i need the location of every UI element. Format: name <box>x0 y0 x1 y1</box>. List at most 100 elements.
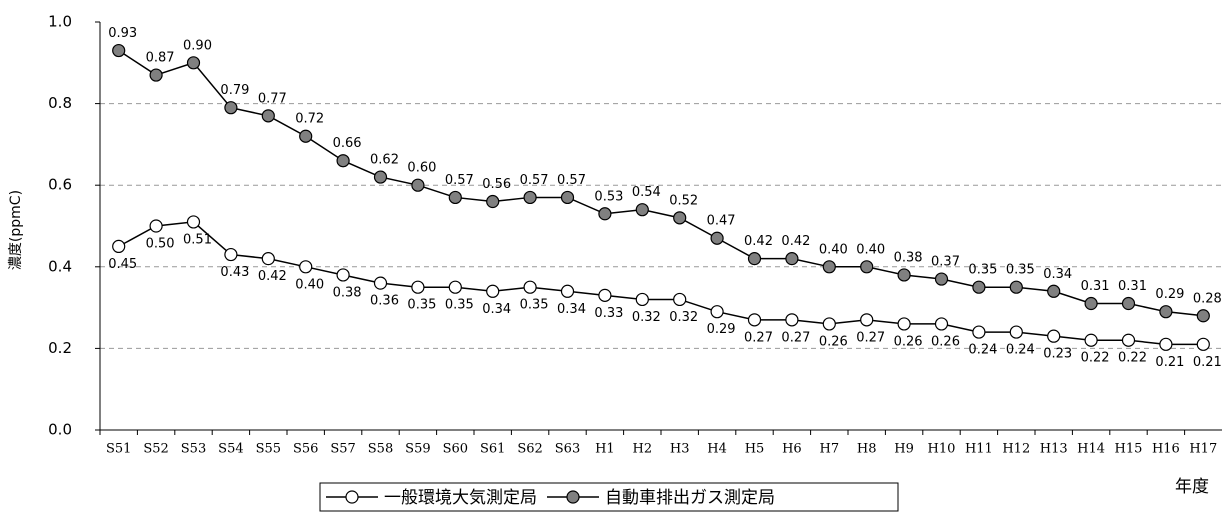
data-point <box>560 284 575 298</box>
data-point <box>934 272 949 286</box>
data-label: 0.32 <box>669 310 698 325</box>
data-point <box>1121 296 1136 311</box>
x-tick-label: S61 <box>480 442 505 457</box>
data-point <box>299 129 313 143</box>
x-tick-label: H9 <box>894 442 914 457</box>
data-label: 0.28 <box>1193 291 1222 306</box>
data-label: 0.35 <box>968 263 997 278</box>
data-label: 0.40 <box>295 277 324 292</box>
data-point <box>710 305 724 319</box>
legend-marker <box>566 490 580 504</box>
data-label: 0.57 <box>520 173 549 188</box>
data-label: 0.26 <box>819 334 848 349</box>
data-label: 0.29 <box>707 322 736 337</box>
x-tick-label: S56 <box>293 442 318 457</box>
legend-box <box>319 482 899 512</box>
data-label: 0.27 <box>856 330 885 345</box>
data-point <box>1159 305 1173 319</box>
x-tick-label: H11 <box>965 442 993 457</box>
data-point <box>112 239 126 253</box>
x-tick-label: H13 <box>1040 442 1068 457</box>
data-point <box>785 252 799 266</box>
x-tick-label: H3 <box>670 442 690 457</box>
data-label: 0.40 <box>819 242 848 257</box>
data-point <box>598 207 612 221</box>
data-label: 0.90 <box>183 38 212 53</box>
data-label: 0.27 <box>744 330 773 345</box>
data-label: 0.62 <box>370 153 399 168</box>
data-label: 0.38 <box>333 285 362 300</box>
x-tick-label: H15 <box>1115 442 1143 457</box>
data-label: 0.66 <box>333 136 362 151</box>
x-tick-label: S60 <box>443 442 468 457</box>
data-point <box>373 276 388 290</box>
data-label: 0.93 <box>108 26 137 41</box>
data-label: 0.31 <box>1081 279 1110 294</box>
data-point <box>336 268 350 282</box>
data-point <box>822 260 836 274</box>
data-point <box>673 211 687 225</box>
x-tick-label: H10 <box>928 442 956 457</box>
data-point <box>635 203 649 217</box>
x-tick-label: S63 <box>555 442 580 457</box>
data-label: 0.21 <box>1193 355 1222 370</box>
data-point <box>1159 337 1173 351</box>
x-tick-label: H14 <box>1077 442 1105 457</box>
data-label: 0.42 <box>781 234 810 249</box>
data-point <box>560 190 575 205</box>
data-label: 0.22 <box>1081 351 1110 366</box>
data-point <box>186 56 201 70</box>
data-point <box>149 68 163 82</box>
data-label: 0.53 <box>594 189 623 204</box>
data-label: 0.47 <box>707 214 736 229</box>
data-point <box>972 280 986 294</box>
data-point <box>411 178 425 192</box>
data-label: 0.34 <box>1043 267 1072 282</box>
x-tick-label: S54 <box>218 442 243 457</box>
x-tick-label: H7 <box>819 442 839 457</box>
x-tick-label: S57 <box>330 442 355 457</box>
data-label: 0.72 <box>295 112 324 127</box>
data-label: 0.36 <box>370 294 399 309</box>
data-label: 0.37 <box>931 255 960 270</box>
data-label: 0.35 <box>520 298 549 313</box>
data-label: 0.35 <box>407 298 436 313</box>
y-tick-label: 0.6 <box>48 176 72 194</box>
x-tick-label: H2 <box>632 442 652 457</box>
data-label: 0.57 <box>557 173 586 188</box>
data-point <box>860 313 874 327</box>
x-tick-label: S52 <box>143 442 168 457</box>
x-tick-label: S55 <box>256 442 281 457</box>
data-label: 0.45 <box>108 257 137 272</box>
y-tick-label: 0.2 <box>48 339 72 357</box>
legend: 一般環境大気測定局 自動車排出ガス測定局 <box>319 482 899 512</box>
data-point <box>1084 296 1098 311</box>
x-tick-label: S59 <box>405 442 430 457</box>
data-label: 0.50 <box>146 237 175 252</box>
data-label: 0.52 <box>669 193 698 208</box>
legend-label: 一般環境大気測定局 <box>384 488 537 508</box>
y-tick-label: 0.0 <box>48 421 72 439</box>
data-point <box>897 317 911 331</box>
data-label: 0.60 <box>407 161 436 176</box>
x-tick-label: H6 <box>782 442 802 457</box>
y-axis-label: 濃度(ppmC) <box>8 190 24 270</box>
data-point <box>224 101 238 115</box>
data-label: 0.23 <box>1043 347 1072 362</box>
data-label: 0.32 <box>632 310 661 325</box>
x-tick-label: S51 <box>106 442 131 457</box>
data-point <box>860 260 874 274</box>
data-label: 0.27 <box>781 330 810 345</box>
data-point <box>785 313 799 327</box>
y-tick-label: 1.0 <box>48 13 72 31</box>
data-label: 0.33 <box>594 306 623 321</box>
data-point <box>523 190 537 205</box>
y-tick-label: 0.8 <box>48 94 72 112</box>
data-label: 0.35 <box>445 298 474 313</box>
data-point <box>448 280 462 294</box>
data-label: 0.54 <box>632 185 661 200</box>
data-point <box>261 109 275 123</box>
data-point <box>261 252 275 266</box>
